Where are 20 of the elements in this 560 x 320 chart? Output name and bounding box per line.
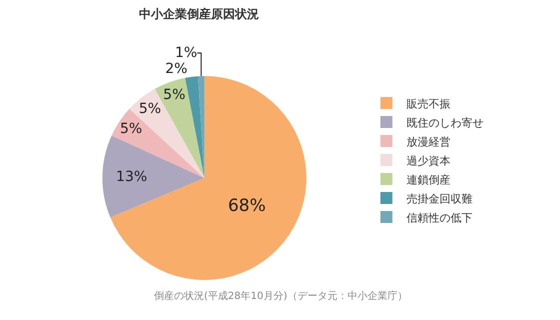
pie-slice	[198, 76, 204, 178]
chart-title: 中小企業倒産原因状況	[138, 7, 259, 21]
data-label: 5%	[138, 100, 162, 117]
data-label: 5%	[163, 87, 186, 104]
legend-label: 連鎖倒産	[406, 173, 450, 186]
pie-slice	[102, 136, 204, 218]
legend-label: 既住のしわ寄せ	[406, 116, 484, 130]
data-label: 68%	[228, 196, 266, 216]
pie-slice	[110, 76, 306, 280]
legend-label: 売掛金回収難	[406, 192, 472, 206]
pie-slice	[185, 76, 204, 178]
data-label: 13%	[116, 168, 148, 185]
data-label: 1%	[174, 44, 198, 61]
legend-label: 販売不振	[406, 97, 450, 110]
data-label: 5%	[120, 121, 142, 138]
text: 倒産の状況(平成28年10月分)（データ元：中小企業庁）	[154, 290, 408, 302]
data-label: 2%	[165, 60, 188, 77]
legend-label: 過少資本	[406, 154, 450, 168]
legend-label: 放漫経営	[406, 135, 450, 148]
legend-label: 信頼性の低下	[406, 211, 472, 224]
